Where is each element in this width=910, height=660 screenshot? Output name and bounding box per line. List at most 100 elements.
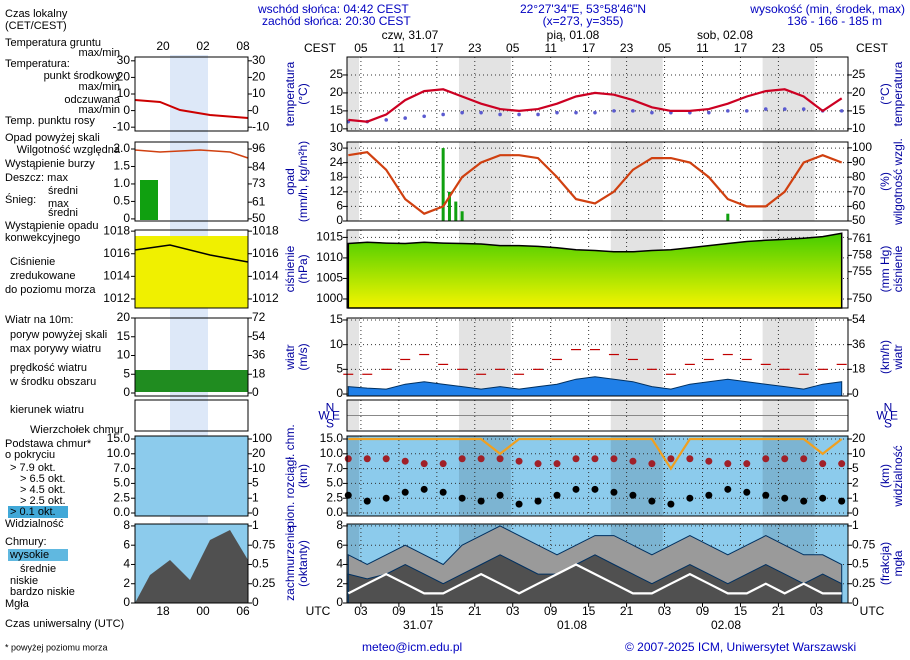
dot (819, 460, 827, 468)
area (347, 554, 843, 604)
y2-tick-label: 0.75 (252, 537, 276, 551)
email: meteo@icm.edu.pl (362, 640, 462, 654)
dot (401, 457, 409, 465)
axis-title: (°C) (296, 83, 310, 104)
y-tick-label: 0.5 (113, 194, 130, 208)
axis-title: (km) (296, 464, 310, 488)
legend-text: Temp. punktu rosy (5, 115, 95, 127)
axis-title: (mm Hg) (878, 246, 892, 293)
y-tick-label: 2 (336, 576, 343, 590)
y2-tick-label: 36 (852, 337, 866, 351)
dot (610, 488, 618, 496)
y-tick-label: 1.0 (113, 176, 130, 190)
dot (420, 485, 428, 493)
utc-tick-label: 15 (734, 604, 748, 618)
axis-title: opad (283, 168, 297, 195)
y2-tick-label: 2 (852, 476, 859, 490)
dot (593, 110, 597, 115)
legend-text: Chmury: (5, 536, 47, 548)
y2-tick-label: 0 (252, 103, 259, 117)
legend-text: > 2.5 okt. (20, 495, 66, 507)
legend-text: Wystąpienie opadu (5, 220, 98, 232)
y-tick-label: 20 (117, 310, 131, 324)
local-tick-label: 23 (468, 41, 482, 55)
dot (762, 455, 770, 463)
panel-bg (347, 142, 848, 221)
y-tick-label: 20 (117, 70, 131, 84)
legend-text: Mgła (5, 598, 30, 610)
copyright: © 2007-2025 ICM, Uniwersytet Warszawski (625, 640, 856, 654)
legend-text: Podstawa chmur* (5, 438, 92, 450)
dot (782, 107, 787, 111)
utc-tick-label: 03 (658, 604, 672, 618)
y2-tick-label: 1 (852, 490, 859, 504)
dot (382, 455, 390, 463)
y2-tick-label: 96 (252, 141, 266, 155)
night-band (610, 436, 663, 516)
y-tick-label: 7.0 (326, 461, 343, 475)
dot (422, 114, 426, 119)
y2-tick-label: 61 (252, 194, 266, 208)
legend-text: > 4.5 okt. (20, 484, 66, 496)
y2-tick-label: 50 (852, 213, 866, 227)
compass-label: S (884, 417, 892, 431)
y-tick-label: 15 (330, 312, 344, 326)
y2-tick-label: 20 (852, 431, 866, 445)
y2-tick-label: 50 (252, 211, 266, 225)
dot (555, 110, 559, 115)
dot (439, 460, 447, 468)
legend-wind-fill (135, 370, 248, 392)
y-tick-label: 1016 (103, 246, 130, 260)
legend-text: średni (48, 207, 78, 219)
legend-panel (134, 435, 249, 517)
y2-tick-label: 0.25 (252, 576, 276, 590)
legend-temp-sample (134, 99, 249, 119)
panel-frame (346, 435, 849, 517)
legend-panel (134, 317, 249, 397)
local-tick-label: 05 (810, 41, 824, 55)
dot (705, 457, 713, 465)
y-tick-label: 1.5 (113, 159, 130, 173)
dot (574, 110, 578, 115)
legend-utc-tick: 06 (236, 604, 250, 618)
legend-text: punkt środkowy (44, 70, 121, 82)
local-tick-label: 05 (506, 41, 520, 55)
legend-text: Wilgotność względna (17, 144, 121, 156)
night-band (347, 57, 360, 131)
legend-swatch (8, 506, 68, 518)
dot (743, 460, 751, 468)
utc-tick-label: 15 (430, 604, 444, 618)
y-tick-label: 30 (117, 53, 131, 67)
night-band (762, 142, 815, 221)
y-tick-label: 7.0 (113, 461, 130, 475)
dot (800, 455, 808, 463)
y2-tick-label: 0.25 (852, 576, 876, 590)
dot (363, 455, 371, 463)
y2-tick-label: 0 (252, 595, 259, 609)
dot (686, 494, 694, 502)
sunset: zachód słońca: 20:30 CEST (262, 14, 411, 28)
dot (801, 107, 806, 111)
utc-tick-label: 03 (810, 604, 824, 618)
y2-tick-label: 84 (252, 159, 266, 173)
legend-text: max/min (78, 47, 120, 59)
legend-humidity-sample (134, 149, 249, 159)
dot (460, 110, 464, 115)
dot (458, 455, 466, 463)
y2-tick-label: 20 (252, 446, 266, 460)
dot (726, 109, 730, 113)
dot (629, 457, 637, 465)
y-tick-label: 1015 (316, 230, 343, 244)
y-tick-label: 1010 (316, 250, 343, 264)
y-tick-label: 10.0 (107, 446, 131, 460)
dot (724, 460, 732, 468)
night-band (347, 318, 360, 396)
legend-utc-tick: 00 (196, 604, 210, 618)
utc-day-label: 01.08 (557, 618, 587, 632)
y-tick-label: 10.0 (320, 446, 344, 460)
y-tick-label: 20 (330, 85, 344, 99)
dot (781, 494, 789, 502)
dot (648, 460, 656, 468)
y-tick-label: 5 (336, 362, 343, 376)
